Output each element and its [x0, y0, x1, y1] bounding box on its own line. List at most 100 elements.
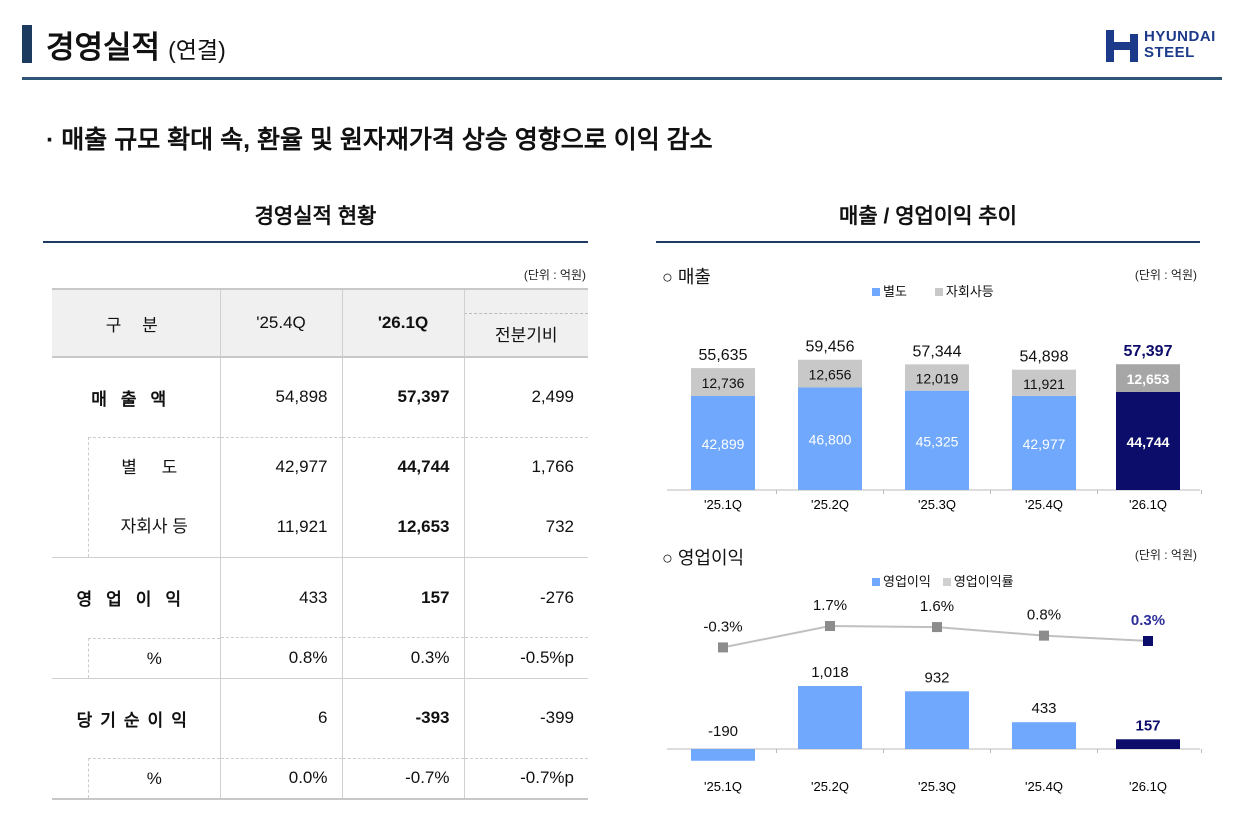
cell: 433 — [219, 557, 342, 638]
sales-total-label: 59,456 — [806, 339, 855, 356]
sales-x-tick: '25.1Q — [704, 497, 742, 512]
col-header-qoq: 전분기비 — [463, 288, 588, 358]
sales-x-tick: '25.4Q — [1025, 497, 1063, 512]
op-profit-label: 157 — [1135, 717, 1160, 734]
legend-label: 영업이익 — [883, 574, 931, 589]
op-x-tick: '25.1Q — [704, 779, 742, 794]
table-unit-label: (단위 : 억원) — [523, 268, 586, 282]
sales-total-label: 55,635 — [699, 347, 748, 364]
sales-label-subsidiaries: 12,019 — [916, 371, 959, 387]
op-margin-label: 1.7% — [813, 597, 847, 614]
page-title: 경영실적 (연결) — [46, 22, 226, 67]
cell: 57,397 — [341, 357, 464, 437]
table-row: 영업이익 433 157 -276 — [52, 557, 588, 638]
sales-bar-subsidiaries — [691, 368, 755, 396]
sales-bar-subsidiaries — [905, 364, 969, 391]
table-section-divider — [43, 241, 588, 243]
table-section-heading: 경영실적 현황 — [254, 205, 377, 228]
cell: 1,766 — [463, 436, 588, 497]
sales-label-standalone: 42,977 — [1023, 436, 1066, 452]
sales-label-subsidiaries: 12,653 — [1127, 371, 1170, 387]
sales-label-standalone: 45,325 — [916, 433, 959, 449]
cell: -0.5%p — [463, 637, 588, 678]
cell: 6 — [219, 677, 342, 758]
logo-line1: HYUNDAI — [1144, 28, 1216, 45]
table-row: 당기순이익 6 -393 -399 — [52, 677, 588, 758]
row-label: 매출액 — [91, 390, 181, 409]
op-profit-chart-title: ○ 영업이익 — [662, 548, 745, 568]
op-profit-bar — [798, 686, 862, 749]
col-header-qoq-label: 전분기비 — [463, 313, 588, 356]
sales-label-subsidiaries: 12,736 — [702, 375, 745, 391]
op-profit-label: 932 — [924, 669, 949, 686]
cell: 42,977 — [219, 436, 342, 497]
table-row: 자회사 등 11,921 12,653 732 — [52, 497, 588, 558]
sales-total-label: 54,898 — [1020, 349, 1069, 366]
op-profit-label: 1,018 — [811, 664, 849, 681]
cell: 0.0% — [219, 757, 342, 800]
legend-swatch — [934, 288, 943, 296]
table-row: 매출액 54,898 57,397 2,499 — [52, 357, 588, 437]
sales-label-standalone: 44,744 — [1127, 434, 1170, 450]
cell: 732 — [463, 497, 588, 558]
sales-label-standalone: 46,800 — [809, 432, 852, 448]
sales-label-standalone: 42,899 — [702, 436, 745, 452]
cell: 2,499 — [463, 357, 588, 437]
title-accent-bar — [22, 25, 32, 63]
col-header-prev: '25.4Q — [219, 288, 342, 358]
row-label: % — [88, 758, 220, 798]
legend-swatch — [872, 288, 880, 296]
op-margin-marker — [1039, 630, 1049, 641]
performance-table: 구 분 '25.4Q '26.1Q 전분기비 매출액 54,898 57,397 2,… — [52, 288, 588, 800]
op-margin-marker — [932, 622, 942, 633]
cell: 11,921 — [219, 497, 342, 558]
col-header-current: '26.1Q — [341, 288, 464, 358]
sales-chart-title: ○ 매출 — [662, 267, 711, 287]
logo-line2: STEEL — [1144, 44, 1195, 61]
sales-chart-unit: (단위 : 억원) — [1134, 268, 1197, 282]
op-margin-marker — [1143, 635, 1153, 646]
row-label: 별 도 — [88, 437, 220, 497]
sales-x-tick: '26.1Q — [1129, 497, 1167, 512]
logo-h-icon — [1106, 30, 1138, 62]
row-label: 영업이익 — [52, 557, 220, 638]
legend-label: 자회사등 — [945, 284, 994, 299]
legend-swatch — [872, 578, 880, 586]
cell: -399 — [463, 677, 588, 758]
legend-label: 별도 — [883, 284, 907, 299]
op-margin-marker — [825, 621, 835, 632]
sales-bar-standalone — [1012, 395, 1076, 490]
table-row: % 0.0% -0.7% -0.7%p — [52, 757, 588, 800]
op-margin-label: 1.6% — [920, 598, 954, 615]
cell: -0.7% — [341, 757, 464, 800]
op-x-tick: '26.1Q — [1129, 779, 1167, 794]
legend-swatch — [942, 578, 951, 586]
sales-bar-standalone — [798, 387, 862, 490]
cell: 0.3% — [341, 637, 464, 678]
op-margin-label: 0.3% — [1131, 612, 1165, 629]
op-x-tick: '25.4Q — [1025, 779, 1063, 794]
cell: 12,653 — [341, 497, 464, 558]
op-margin-label: -0.3% — [703, 618, 742, 635]
legend-label: 영업이익률 — [953, 574, 1014, 589]
hyundai-steel-logo: HYUNDAI STEEL — [1104, 28, 1234, 64]
row-label: % — [88, 637, 220, 678]
summary-headline: · 매출 규모 확대 속, 환율 및 원자재가격 상승 영향으로 이익 감소 — [46, 126, 713, 154]
sales-total-label: 57,344 — [913, 343, 962, 360]
cell: 44,744 — [341, 436, 464, 497]
op-profit-bar — [691, 749, 755, 761]
op-margin-label: 0.8% — [1027, 607, 1061, 624]
cell: 157 — [341, 557, 464, 638]
sales-x-tick: '25.2Q — [811, 497, 849, 512]
sales-x-tick: '25.3Q — [918, 497, 956, 512]
sales-bar-subsidiaries — [1116, 364, 1180, 392]
title-suffix: (연결) — [168, 37, 226, 63]
op-profit-chart-unit: (단위 : 억원) — [1134, 548, 1197, 562]
op-profit-legend: 영업이익 영업이익률 — [872, 571, 1014, 590]
row-label: 자회사 등 — [88, 497, 220, 557]
op-profit-label: 433 — [1031, 700, 1056, 717]
table-row: 별 도 42,977 44,744 1,766 — [52, 436, 588, 497]
cell: -0.7%p — [463, 757, 588, 800]
cell: 0.8% — [219, 637, 342, 678]
chart-section-heading: 매출 / 영업이익 추이 — [839, 205, 1017, 228]
